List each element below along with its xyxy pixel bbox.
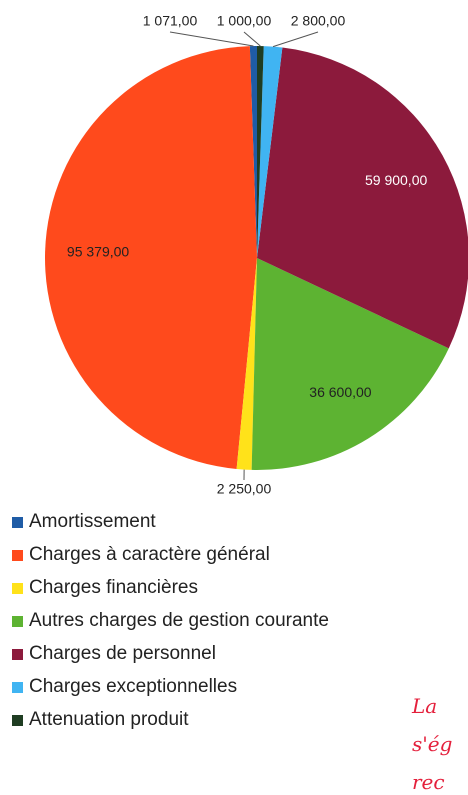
pie-slice: [236, 258, 257, 470]
legend-label: Amortissement: [29, 511, 156, 532]
legend-label: Charges à caractère général: [29, 544, 270, 565]
data-label: 1 071,00: [143, 13, 198, 29]
legend-label: Charges financières: [29, 577, 198, 598]
annotation: rec: [412, 770, 445, 794]
data-label: 95 379,00: [67, 244, 129, 260]
legend-item: Charges financières: [12, 576, 392, 600]
data-label: 2 800,00: [291, 13, 346, 29]
legend-swatch: [12, 682, 23, 693]
legend-item: Charges exceptionnelles: [12, 675, 392, 699]
legend-item: Charges de personnel: [12, 642, 392, 666]
legend-label: Charges exceptionnelles: [29, 676, 238, 697]
legend-swatch: [12, 649, 23, 660]
legend-label: Charges de personnel: [29, 643, 216, 664]
legend-item: Autres charges de gestion courante: [12, 609, 392, 633]
legend-label: Attenuation produit: [29, 709, 189, 730]
legend-item: Attenuation produit: [12, 708, 392, 732]
pie-slice: [251, 258, 449, 470]
data-label: 2 250,00: [217, 481, 272, 497]
legend-label: Autres charges de gestion courante: [29, 610, 329, 631]
data-label: 59 900,00: [365, 172, 427, 188]
leader-line: [243, 31, 261, 47]
chart: 1 071,00 95 379,00 2 250,00 36 600,00 59 900…: [44, 13, 468, 497]
annotation: La: [412, 694, 438, 718]
legend: Amortissement Charges à caractère général…: [12, 510, 392, 741]
data-label: 1 000,00: [217, 13, 272, 29]
legend-swatch: [12, 616, 23, 627]
legend-swatch: [12, 583, 23, 594]
legend-item: Amortissement: [12, 510, 392, 534]
legend-swatch: [12, 550, 23, 561]
legend-swatch: [12, 517, 23, 528]
pie-slice: [249, 46, 257, 258]
pie-slice: [44, 46, 257, 470]
pie-slice: [257, 46, 283, 258]
legend-swatch: [12, 715, 23, 726]
pie-slice: [257, 46, 264, 258]
pie-slice: [257, 47, 468, 349]
data-label: 36 600,00: [309, 384, 371, 400]
leader-line: [169, 31, 254, 47]
legend-item: Charges à caractère général: [12, 543, 392, 567]
leader-line: [272, 31, 319, 48]
annotation: s'ég: [412, 732, 453, 756]
